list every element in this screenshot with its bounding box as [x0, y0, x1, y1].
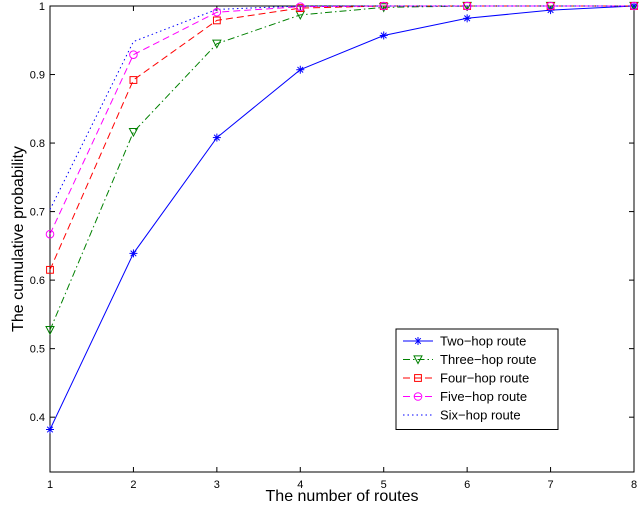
series-lines [49, 5, 635, 430]
y-tick-label: 1 [39, 1, 45, 13]
data-point-series-1 [296, 65, 305, 74]
marker-stroke [380, 32, 387, 39]
legend-marker-2 [413, 355, 423, 365]
legend-marker-4 [413, 392, 423, 401]
y-tick-label: 0.6 [30, 275, 45, 287]
marker-stroke [297, 66, 304, 73]
legend-marker-3 [414, 374, 422, 382]
marker-stroke [414, 337, 422, 345]
data-point-series-2 [45, 326, 55, 336]
legend-label-3: Four−hop route [440, 371, 529, 386]
legend-box [395, 328, 559, 430]
series-line-1 [49, 5, 635, 430]
marker-stroke [463, 15, 471, 22]
x-axis-label: The number of routes [266, 488, 419, 505]
marker-stroke [130, 250, 137, 257]
y-tick-label: 0.7 [30, 207, 45, 219]
data-point-series-4 [295, 2, 305, 11]
data-point-series-4 [45, 229, 55, 239]
x-tick-label: 5 [381, 479, 387, 491]
x-tick-label: 4 [297, 479, 303, 491]
x-tick-label: 8 [631, 479, 637, 491]
data-point-series-2 [378, 3, 389, 13]
legend-label-2: Three−hop route [440, 352, 536, 367]
legend-label-4: Five−hop route [440, 389, 527, 404]
marker-stroke [213, 134, 221, 141]
data-point-series-1 [379, 31, 388, 40]
y-tick-label: 0.8 [30, 138, 45, 150]
x-tick-label: 2 [130, 479, 136, 491]
data-point-series-1 [212, 133, 221, 142]
data-point-series-4 [629, 1, 639, 11]
y-tick-label: 0.9 [30, 70, 45, 82]
data-point-series-1 [46, 425, 54, 434]
x-tick-label: 3 [214, 479, 220, 491]
x-tick-label: 6 [464, 479, 470, 491]
data-point-series-4 [462, 1, 472, 11]
data-point-series-3 [212, 16, 221, 25]
x-tick-label: 1 [47, 479, 53, 491]
data-point-series-1 [463, 14, 472, 23]
data-point-series-3 [129, 76, 138, 84]
legend-marker-1 [414, 337, 422, 345]
data-point-series-4 [212, 7, 222, 17]
data-point-series-3 [46, 265, 54, 274]
series-markers [45, 1, 639, 434]
marker-stroke [630, 2, 638, 10]
legend-label-5: Six−hop route [440, 408, 521, 423]
series-line-2 [49, 5, 634, 331]
axis-ticks: 1 2 3 4 5 6 7 8 0.4 0.5 0.6 0.7 0.8 0.9 1 [30, 1, 637, 491]
y-tick-label: 0.5 [30, 344, 45, 356]
x-tick-label: 7 [548, 479, 554, 491]
series-line-4 [49, 5, 634, 235]
data-point-series-4 [129, 50, 138, 59]
marker-stroke [46, 426, 54, 433]
y-axis-label: The cumulative probability [10, 146, 27, 332]
data-point-series-2 [212, 39, 222, 49]
y-tick-label: 0.4 [30, 412, 45, 424]
legend: Two−hop route Three−hop route Four−hop rou… [395, 328, 559, 430]
legend-label-1: Two−hop route [440, 334, 526, 349]
data-point-series-4 [546, 1, 555, 11]
data-point-series-2 [128, 127, 139, 138]
data-point-series-4 [379, 1, 389, 11]
data-point-series-1 [129, 249, 138, 258]
